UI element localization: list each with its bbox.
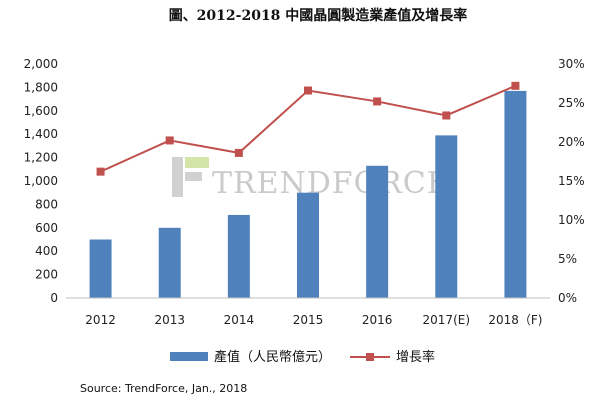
right-tick-label: 20% — [558, 135, 585, 149]
bar — [435, 135, 458, 298]
right-tick-label: 10% — [558, 213, 585, 227]
bar — [297, 192, 319, 298]
bar — [227, 214, 250, 298]
legend: 產值（人民幣億元） 增長率 — [170, 349, 435, 365]
watermark-text: TRENDFORCE — [212, 166, 450, 201]
right-tick-label: 30% — [558, 57, 585, 71]
x-tick-label: 2012 — [85, 313, 116, 327]
source-note: Source: TrendForce, Jan., 2018 — [80, 382, 247, 395]
left-tick-label: 1,600 — [24, 104, 58, 118]
legend-line-label: 增長率 — [396, 349, 435, 365]
bar — [366, 165, 389, 298]
x-tick-label: 2013 — [154, 313, 185, 327]
line-point — [373, 97, 382, 106]
left-tick-label: 2,000 — [24, 57, 58, 71]
legend-item-bar: 產值（人民幣億元） — [170, 349, 331, 365]
left-tick-label: 600 — [35, 221, 58, 235]
chart-title: 圖、2012-2018 中國晶圓製造業產值及增長率 — [169, 7, 468, 24]
right-tick-label: 0% — [558, 291, 577, 305]
line-point — [96, 167, 105, 176]
x-tick-label: 2014 — [224, 313, 255, 327]
line-point — [304, 86, 312, 95]
legend-bar-swatch — [170, 352, 208, 361]
right-tick-label: 15% — [558, 174, 585, 188]
line-point — [442, 111, 451, 120]
line-point — [165, 136, 174, 145]
trendforce-logo-icon — [172, 157, 209, 197]
left-tick-label: 1,800 — [24, 80, 58, 94]
x-tick-label: 2017(E) — [423, 313, 470, 327]
x-tick-label: 2015 — [293, 313, 324, 327]
left-tick-label: 1,000 — [24, 174, 58, 188]
line-point — [234, 148, 243, 157]
right-tick-label: 25% — [558, 96, 585, 110]
x-tick-label: 2018（F) — [488, 313, 542, 327]
line-series — [96, 81, 520, 176]
right-axis-ticks: 0% 5% 10% 15% 20% 25% 30% — [558, 57, 585, 305]
right-tick-label: 5% — [558, 252, 577, 266]
bar — [158, 227, 181, 298]
left-axis-ticks: 0 200 400 600 800 1,000 1,200 1,400 1,600 1,800 2,… — [24, 57, 58, 305]
left-tick-label: 1,200 — [24, 151, 58, 165]
x-tick-label: 2016 — [362, 313, 393, 327]
left-tick-label: 1,400 — [24, 127, 58, 141]
legend-bar-label: 產值（人民幣億元） — [214, 349, 331, 365]
left-tick-label: 800 — [35, 197, 58, 211]
bar — [89, 239, 112, 298]
legend-line-marker — [366, 353, 374, 361]
left-tick-label: 0 — [50, 291, 58, 305]
legend-item-line: 增長率 — [350, 349, 435, 365]
bar-series — [89, 90, 527, 298]
bar — [504, 90, 527, 298]
x-axis-ticks: 2012 2013 2014 2015 2016 2017(E) 2018（F) — [85, 313, 542, 327]
left-tick-label: 200 — [35, 268, 58, 282]
line-point — [511, 81, 520, 90]
left-tick-label: 400 — [35, 244, 58, 258]
watermark: TRENDFORCE — [172, 157, 450, 201]
